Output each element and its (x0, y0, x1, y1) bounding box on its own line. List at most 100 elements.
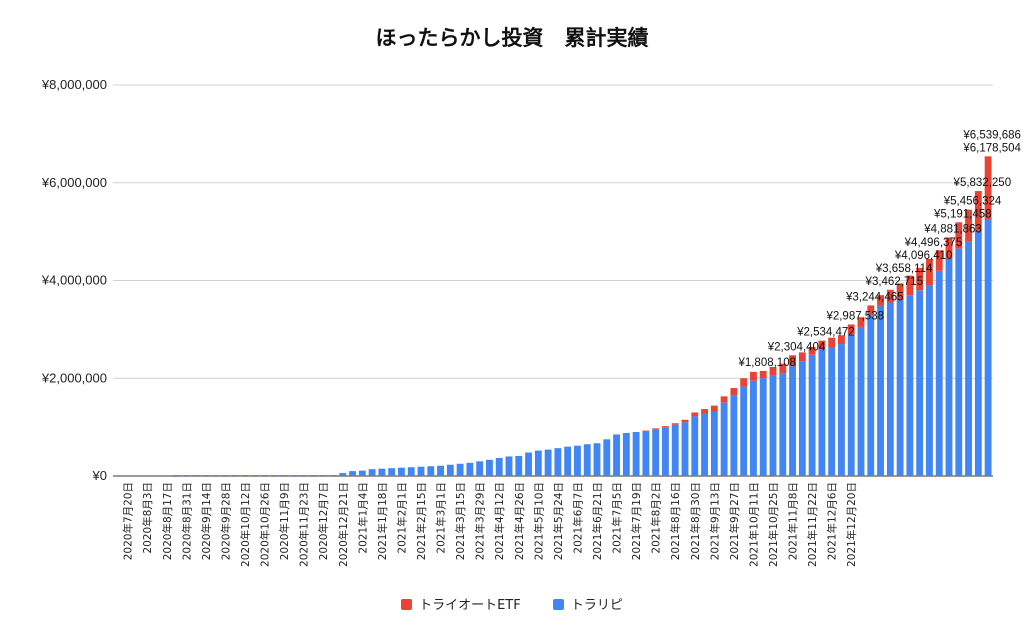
bar-trarepi (358, 470, 366, 476)
bar-trarepi (906, 295, 914, 476)
y-tick-label: ¥0 (92, 468, 107, 483)
x-tick-label: 2021年5月10日 (532, 482, 545, 560)
bar-trarepi (691, 416, 699, 476)
bar-etf (818, 340, 826, 350)
bar-etf (916, 267, 924, 291)
bar-trarepi (407, 467, 415, 476)
x-tick-label: 2020年12月7日 (317, 482, 330, 560)
y-tick-label: ¥4,000,000 (41, 273, 107, 288)
bar-trarepi (446, 464, 454, 476)
bar-trarepi (710, 411, 718, 476)
bar-trarepi (525, 452, 532, 476)
bar-trarepi (867, 314, 875, 476)
x-tick-label: 2021年2月15日 (415, 482, 428, 560)
bar-trarepi (290, 475, 298, 476)
bar-trarepi (417, 466, 425, 476)
bar-trarepi (270, 475, 278, 476)
bar-etf (652, 428, 660, 430)
x-tick-label: 2021年5月24日 (552, 482, 565, 560)
bar-etf (857, 317, 865, 327)
legend-item-trarepi: トラリピ (552, 594, 623, 613)
x-tick-label: 2021年4月26日 (513, 482, 526, 560)
x-tick-label: 2021年11月8日 (787, 482, 800, 560)
x-tick-label: 2021年1月4日 (356, 482, 369, 554)
x-tick-label: 2020年9月14日 (200, 482, 213, 560)
bar-etf (935, 250, 943, 271)
bar-trarepi (398, 467, 405, 476)
bar-trarepi (798, 361, 806, 476)
data-label: ¥4,881,863 (923, 223, 982, 235)
x-tick-label: 2020年12月21日 (337, 482, 350, 567)
bar-trarepi (652, 429, 660, 476)
bar-trarepi (642, 431, 650, 476)
bar-trarepi (241, 475, 249, 476)
bar-trarepi (632, 432, 640, 476)
bar-etf (906, 275, 914, 296)
bar-trarepi (554, 448, 562, 476)
bar-etf (681, 419, 689, 423)
bar-trarepi (662, 427, 669, 476)
bar-trarepi (720, 402, 728, 476)
bar-etf (877, 295, 884, 306)
bar-trarepi (574, 445, 581, 476)
bar-trarepi (251, 475, 259, 476)
chart-legend: トライオートETF トラリピ (0, 594, 1024, 613)
bar-trarepi (466, 462, 474, 476)
x-tick-label: 2021年11月22日 (806, 482, 819, 567)
bar-etf (769, 367, 777, 376)
x-tick-label: 2020年8月31日 (180, 482, 193, 560)
bar-trarepi (583, 444, 591, 476)
data-label: ¥1,808,108 (737, 357, 796, 369)
bar-etf (779, 363, 787, 374)
bar-etf (838, 335, 845, 345)
bar-trarepi (329, 475, 337, 476)
bar-trarepi (984, 219, 992, 476)
x-tick-label: 2021年10月25日 (767, 482, 780, 567)
bar-trarepi (182, 475, 190, 476)
bar-trarepi (828, 347, 836, 476)
x-tick-label: 2020年11月23日 (298, 482, 311, 567)
bar-trarepi (847, 334, 855, 476)
x-tick-label: 2021年4月12日 (493, 482, 506, 560)
bar-etf (710, 405, 718, 412)
x-tick-label: 2021年7月5日 (611, 482, 624, 554)
x-tick-label: 2021年12月6日 (826, 482, 839, 560)
bar-trarepi (192, 475, 200, 476)
bar-etf (720, 396, 728, 403)
bar-trarepi (750, 380, 757, 476)
bar-etf (701, 409, 708, 414)
bar-trarepi (368, 469, 376, 476)
bar-etf (955, 222, 963, 249)
bar-etf (808, 346, 816, 355)
x-tick-label: 2021年3月15日 (454, 482, 467, 560)
bar-trarepi (300, 475, 308, 476)
bar-etf (828, 337, 836, 348)
bar-trarepi (349, 471, 356, 476)
bar-trarepi (564, 446, 572, 476)
bar-trarepi (495, 457, 503, 476)
x-tick-label: 2020年10月26日 (259, 482, 272, 567)
x-tick-label: 2020年10月12日 (239, 482, 252, 567)
legend-swatch-etf (401, 599, 413, 610)
bar-trarepi (202, 475, 210, 476)
bar-trarepi (886, 302, 894, 476)
bar-trarepi (603, 439, 611, 476)
data-label: ¥5,832,250 (953, 177, 1012, 189)
data-label: ¥2,987,538 (825, 310, 884, 322)
x-tick-label: 2020年8月17日 (161, 482, 174, 560)
bar-trarepi (534, 450, 542, 476)
data-label: ¥2,304,404 (767, 341, 826, 353)
x-tick-label: 2020年11月9日 (278, 482, 291, 560)
bar-trarepi (681, 422, 689, 476)
x-tick-label: 2021年10月11日 (747, 482, 760, 567)
bar-trarepi (974, 231, 982, 476)
bar-trarepi (808, 354, 816, 476)
x-tick-label: 2021年9月27日 (728, 482, 741, 560)
x-tick-label: 2021年6月7日 (571, 482, 584, 554)
bar-etf (974, 191, 982, 232)
bar-etf (926, 258, 933, 286)
bar-trarepi (437, 465, 444, 476)
bar-etf (945, 237, 953, 259)
bar-trarepi (613, 434, 620, 476)
